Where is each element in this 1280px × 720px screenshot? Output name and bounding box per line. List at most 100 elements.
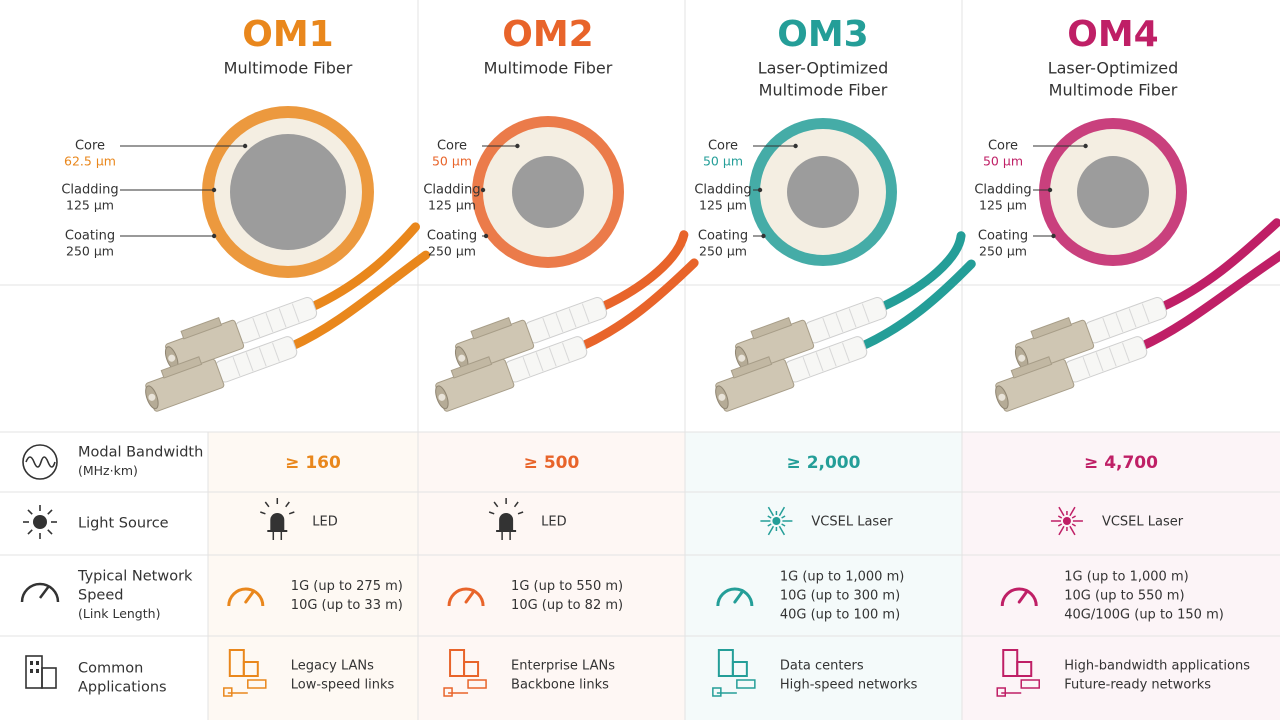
boot-ridge bbox=[562, 342, 570, 362]
node-icon bbox=[443, 687, 453, 697]
laser-ray bbox=[1069, 506, 1076, 517]
bandwidth: ≥ 160 bbox=[285, 453, 341, 473]
laser-ray bbox=[1058, 525, 1065, 536]
led-ray bbox=[493, 501, 499, 508]
icon bbox=[36, 669, 39, 673]
cable bbox=[596, 230, 689, 313]
boot-ridge bbox=[535, 352, 544, 372]
led-ray bbox=[288, 511, 295, 515]
part-label: Core bbox=[75, 139, 105, 154]
fiber-name: OM4 bbox=[1067, 14, 1158, 55]
boot-ridge bbox=[1095, 352, 1104, 372]
laser-ray bbox=[767, 525, 775, 536]
icon bbox=[30, 661, 33, 665]
building-icon bbox=[242, 661, 259, 677]
gauge-icon bbox=[716, 587, 754, 607]
part-size: 250 µm bbox=[428, 244, 476, 259]
cable bbox=[856, 259, 976, 352]
boot-ridge bbox=[1122, 342, 1130, 362]
icon bbox=[47, 529, 53, 535]
ferrule-hole bbox=[148, 393, 156, 401]
boot-ridge bbox=[272, 342, 280, 362]
part-label: Coating bbox=[978, 229, 1028, 244]
part-size: 50 µm bbox=[983, 154, 1023, 169]
light-source: VCSEL Laser bbox=[811, 515, 893, 530]
row-title: Common bbox=[78, 661, 143, 677]
building-icon bbox=[463, 661, 480, 677]
boot-ridge bbox=[802, 356, 811, 377]
part-size: 50 µm bbox=[703, 154, 743, 169]
application: Enterprise LANs bbox=[511, 659, 615, 674]
laser-ray bbox=[1069, 525, 1076, 536]
cable bbox=[306, 222, 420, 313]
boot-ridge bbox=[522, 356, 531, 377]
icon bbox=[27, 529, 33, 535]
node-icon bbox=[996, 687, 1006, 697]
fiber-subtitle: Multimode Fiber bbox=[484, 59, 613, 78]
server-icon bbox=[1020, 679, 1040, 689]
part-size: 62.5 µm bbox=[64, 154, 116, 169]
ferrule-hole bbox=[718, 393, 726, 401]
gauge-needle bbox=[733, 589, 745, 604]
leader-dot bbox=[1047, 187, 1053, 193]
row-note: (Link Length) bbox=[78, 606, 160, 621]
cell-tint bbox=[418, 432, 685, 720]
leader-dot bbox=[211, 187, 217, 193]
cell-tint bbox=[685, 432, 962, 720]
led-ray bbox=[260, 511, 266, 515]
cable bbox=[286, 250, 431, 352]
bandwidth: ≥ 2,000 bbox=[787, 453, 861, 473]
latch bbox=[180, 317, 223, 340]
building-icon bbox=[731, 661, 748, 677]
leader-dot bbox=[793, 143, 798, 149]
connector bbox=[435, 230, 699, 412]
icon bbox=[36, 661, 39, 665]
icon bbox=[33, 515, 47, 529]
application: Backbone links bbox=[511, 678, 609, 693]
speed: 10G (up to 300 m) bbox=[780, 589, 900, 604]
fiber-subtitle: Laser-Optimized bbox=[758, 59, 889, 78]
boot-ridge bbox=[252, 317, 261, 337]
boot-ridge bbox=[1082, 356, 1091, 377]
speed: 10G (up to 82 m) bbox=[511, 598, 623, 613]
part-label: Cladding bbox=[61, 183, 118, 198]
server-icon bbox=[736, 679, 756, 689]
gauge-icon bbox=[447, 587, 485, 607]
laser-ray bbox=[1057, 515, 1063, 519]
speed: 40G/100G (up to 150 m) bbox=[1064, 608, 1224, 623]
leader-dot bbox=[515, 143, 520, 149]
server-icon bbox=[247, 679, 267, 689]
ferrule-hole bbox=[998, 393, 1006, 401]
server-icon bbox=[467, 679, 487, 689]
laser-ray bbox=[767, 515, 772, 519]
gauge-icon bbox=[1000, 587, 1038, 607]
boot-ridge bbox=[581, 303, 590, 323]
boot-ridge bbox=[568, 308, 577, 328]
part-size: 250 µm bbox=[979, 244, 1027, 259]
speed: 1G (up to 1,000 m) bbox=[780, 570, 904, 585]
boot-ridge bbox=[861, 303, 870, 323]
boot-ridge bbox=[815, 352, 824, 372]
row-title: Modal Bandwidth bbox=[78, 445, 203, 461]
gauge-needle bbox=[1017, 589, 1029, 604]
cable bbox=[1156, 218, 1280, 313]
laser-ray bbox=[1058, 506, 1065, 517]
latch bbox=[470, 317, 513, 340]
bandwidth: ≥ 500 bbox=[524, 453, 580, 473]
application: Future-ready networks bbox=[1064, 678, 1211, 693]
icon bbox=[20, 582, 60, 603]
laser-icon bbox=[1062, 517, 1071, 525]
ferrule-hole bbox=[738, 354, 746, 362]
ferrule-hole bbox=[168, 354, 176, 362]
boot-ridge bbox=[1102, 317, 1111, 337]
leader-dot bbox=[1051, 233, 1056, 239]
boot-ridge bbox=[828, 347, 837, 367]
led-icon bbox=[499, 513, 514, 530]
row-title: Typical Network bbox=[77, 569, 193, 585]
icon bbox=[41, 667, 57, 689]
icon bbox=[27, 509, 33, 515]
laser-ray bbox=[778, 506, 786, 517]
row-title: Applications bbox=[78, 680, 167, 696]
